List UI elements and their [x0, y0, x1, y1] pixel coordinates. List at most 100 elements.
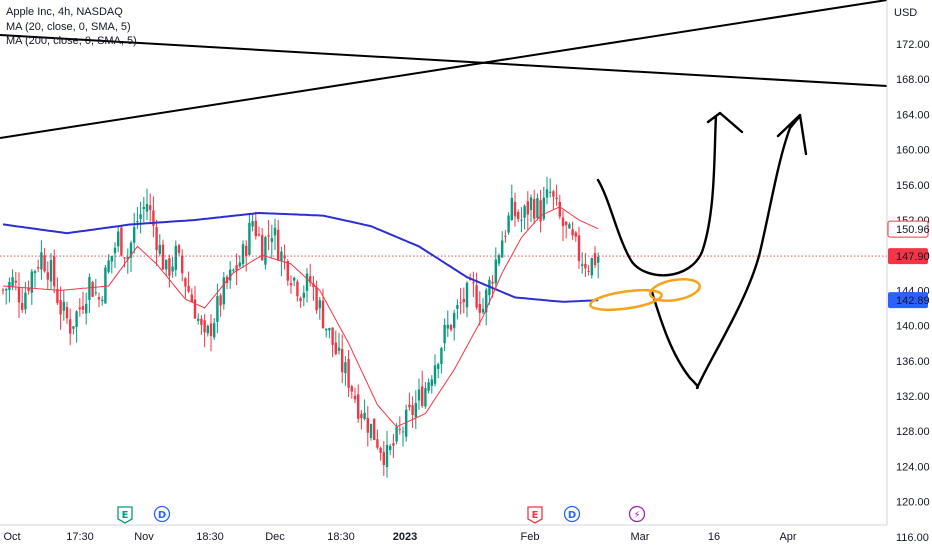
candle-body [366, 417, 369, 433]
candle-body [94, 292, 97, 294]
event-marker-D[interactable]: D [563, 505, 581, 523]
time-tick-label: Oct [3, 531, 20, 543]
candle-body [117, 231, 120, 247]
candle-body [101, 299, 104, 301]
candle-body [504, 235, 507, 237]
user-drawings[interactable] [0, 0, 888, 390]
projection-path-long[interactable] [650, 113, 808, 390]
time-tick-label: Apr [779, 531, 796, 543]
candle-body [136, 221, 139, 223]
event-marker-D[interactable]: D [153, 505, 171, 523]
price-tick-label: 124.00 [896, 461, 930, 473]
candle-body [584, 263, 587, 269]
candle-body [533, 199, 536, 219]
candle-body [17, 287, 21, 303]
price-tick-label: 168.00 [896, 74, 930, 86]
marker-label: D [158, 510, 166, 521]
symbol-title[interactable]: Apple Inc, 4h, NASDAQ [6, 6, 123, 18]
candle-body [309, 276, 312, 283]
price-tick-label: 160.00 [896, 145, 930, 157]
candle-body [24, 292, 27, 310]
candle-body [497, 255, 501, 264]
candle-body [197, 318, 200, 321]
candle-body [286, 261, 289, 281]
trendline-rising[interactable] [0, 0, 888, 139]
candle-body [357, 394, 360, 419]
price-tick-label: 116.00 [896, 532, 929, 544]
candle-body [478, 303, 481, 313]
candle-body [577, 235, 581, 262]
badge-box [887, 220, 929, 238]
candle-body [558, 201, 561, 217]
price-badge[interactable]: 147.90 [888, 248, 930, 265]
candle-body [485, 289, 488, 313]
marker-circle [563, 505, 581, 523]
candle-body [517, 211, 520, 220]
candle-body [424, 388, 427, 407]
candle-body [456, 304, 459, 310]
time-tick-label: 18:30 [327, 531, 355, 543]
price-badge[interactable]: 142.89 [888, 292, 930, 309]
time-axis[interactable]: Oct 17:30 Nov 18:30 Dec 18:30 2023 Feb Mar 16 Apr [0, 524, 887, 543]
price-badge[interactable]: 150.96 [887, 220, 930, 238]
candle-body [33, 271, 37, 274]
candle-body [11, 277, 14, 287]
candle-body [449, 324, 453, 330]
time-tick-label: 2023 [393, 531, 417, 543]
candle-body [373, 418, 376, 440]
marker-circle [153, 505, 171, 523]
candle-body [433, 365, 437, 384]
candle-body [72, 326, 75, 329]
support-ellipse-left[interactable] [589, 287, 663, 314]
candle-body [75, 311, 78, 327]
candle-body [405, 409, 408, 437]
candle-body [325, 328, 328, 331]
candle-body [491, 281, 494, 284]
price-tick-label: 156.00 [896, 180, 930, 192]
event-markers[interactable]: E D E D ⚡ [117, 505, 646, 524]
candle-body [257, 234, 261, 236]
candle-body [430, 379, 433, 386]
candle-body [200, 318, 203, 325]
candle-body [328, 328, 331, 331]
candle-body [507, 215, 510, 233]
support-ellipse-right[interactable] [649, 276, 702, 304]
candle-body [97, 297, 101, 300]
candle-body [350, 386, 353, 392]
candle-body [261, 235, 264, 261]
candle-body [385, 444, 389, 468]
candle-body [312, 283, 315, 288]
candle-body [5, 289, 8, 291]
candle-body [536, 198, 539, 218]
candle-body [437, 364, 440, 369]
candle-body [49, 259, 53, 282]
projection-path-short[interactable] [596, 111, 744, 277]
candle-body [107, 260, 110, 272]
ma20-legend[interactable]: MA (20, close, 0, SMA, 5) [6, 20, 131, 33]
event-marker-⚡[interactable]: ⚡ [628, 505, 646, 523]
event-marker-E[interactable]: E [527, 506, 543, 524]
candle-body [161, 244, 165, 270]
marker-label: E [532, 510, 539, 521]
candle-body [91, 281, 94, 297]
time-tick-label: 18:30 [196, 531, 224, 543]
candle-body [363, 412, 366, 420]
time-tick-label: Mar [631, 531, 650, 543]
event-marker-E[interactable]: E [117, 506, 133, 524]
badge-value: 150.96 [896, 224, 930, 236]
candle-body [337, 347, 341, 351]
candle-body [305, 273, 309, 291]
ma200-legend[interactable]: MA (200, close, 0, SMA, 5) [6, 35, 137, 47]
candle-body [181, 255, 184, 274]
candle-body [283, 255, 286, 259]
candle-body [501, 240, 504, 258]
candle-body [510, 197, 513, 220]
trendline-falling[interactable] [0, 34, 888, 87]
candle-body [398, 428, 401, 430]
candle-body [206, 325, 209, 334]
price-axis[interactable]: USD 116.00 120.00 124.00 128.00 132.00 136.00 1… [886, 0, 930, 544]
candle-body [56, 289, 59, 303]
candle-body [555, 197, 558, 200]
